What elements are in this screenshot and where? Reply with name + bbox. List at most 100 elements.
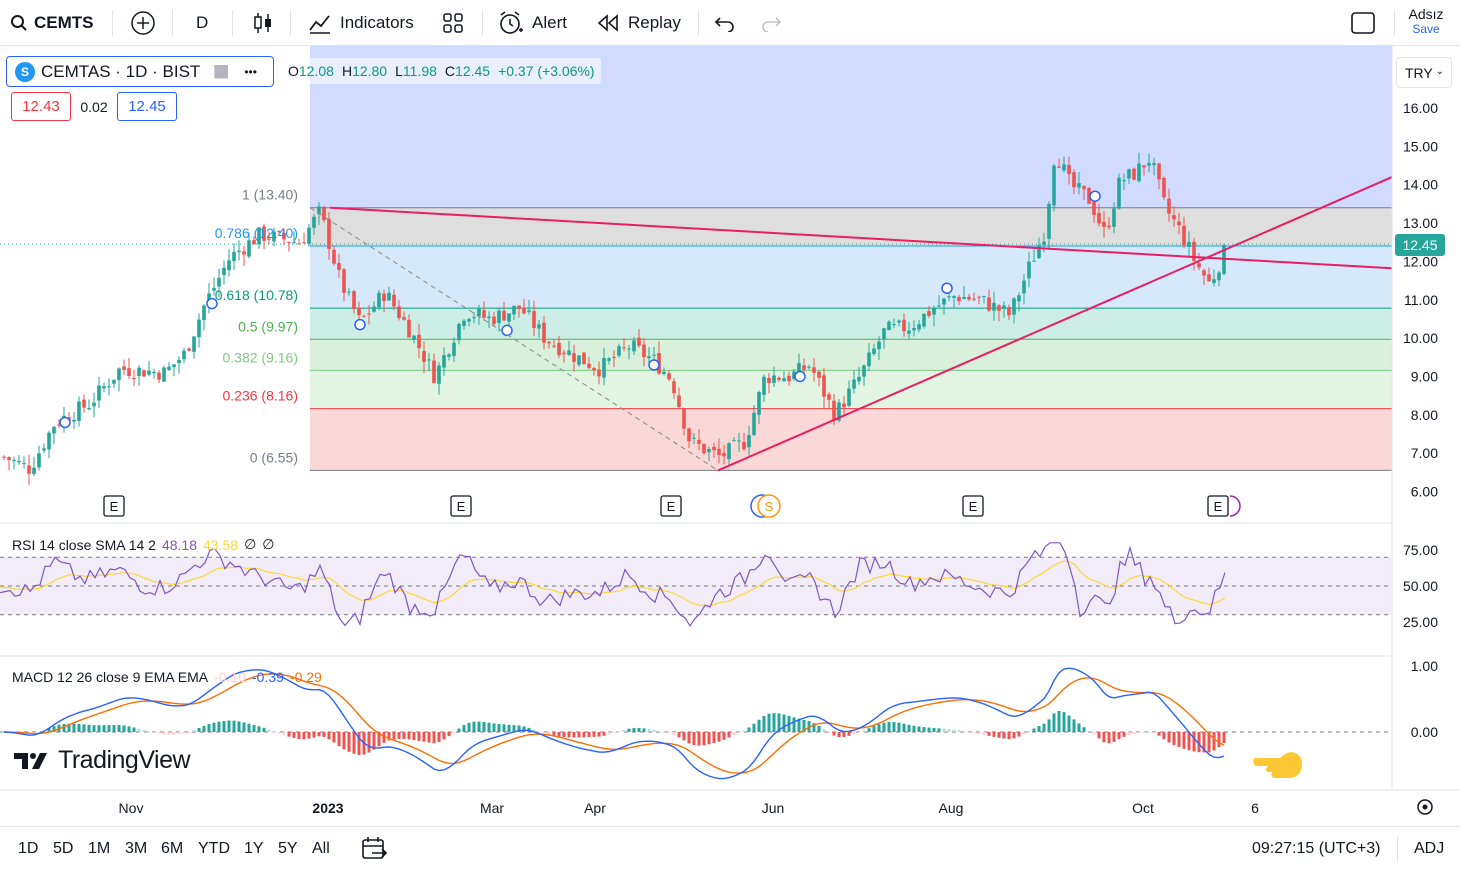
candle-body [1102,221,1106,227]
candle-body [252,240,256,245]
high-label: H [341,63,353,79]
candle-body [877,341,881,350]
candle-body [287,242,291,244]
candle-body [202,305,206,321]
macd-histogram-bar [697,732,701,746]
macd-histogram-bar [1142,732,1146,733]
candle-body [422,351,426,362]
ask-price[interactable]: 12.45 [117,92,177,121]
adj-button[interactable]: ADJ [1414,827,1444,871]
candle-body [1037,245,1041,259]
candle-body [1012,298,1016,315]
alert-button[interactable]: Alert [498,0,567,46]
macd-histogram-bar [987,732,991,736]
macd-histogram-bar [237,721,241,732]
macd-histogram-bar [952,729,956,732]
macd-histogram-bar [462,724,466,732]
range-button-5y[interactable]: 5Y [278,840,298,857]
candle-body [987,297,991,311]
symbol-legend[interactable]: S CEMTAS · 1D · BIST ••• [6,56,274,87]
fib-level-label: 0.5 (9.97) [238,318,298,334]
macd-histogram-bar [417,732,421,741]
range-button-1d[interactable]: 1D [18,840,39,857]
candle-body [482,310,486,318]
macd-histogram-bar [142,730,146,732]
range-button-all[interactable]: All [312,840,330,857]
candle-body [372,306,376,312]
chart-type-button[interactable] [252,0,274,46]
range-button-ytd[interactable]: YTD [198,840,230,857]
macd-histogram-bar [1122,732,1126,737]
range-button-6m[interactable]: 6M [161,840,184,857]
settings-icon[interactable] [1417,799,1433,815]
trendlines[interactable] [309,176,1393,472]
macd-histogram-bar [1112,732,1116,742]
candle-body [742,442,746,450]
bid-price[interactable]: 12.43 [11,92,71,121]
layout-button[interactable] [1350,0,1376,46]
time-axis[interactable]: Nov 2023 Mar Apr Jun Aug Oct 6 [119,799,1433,816]
macd-pane: 1.00 0.00 [0,658,1460,791]
price-axis[interactable]: 16.00 15.00 14.00 13.00 12.00 11.00 10.00 9.00 8… [1391,46,1460,826]
range-button-1m[interactable]: 1M [88,840,111,857]
events[interactable]: E E E E ES [0,494,1392,524]
currency-select[interactable]: TRY ⌄ [1396,57,1452,88]
clock[interactable]: 09:27:15 (UTC+3) [1252,827,1381,871]
earnings-marker [450,495,472,517]
tradingview-logo[interactable]: TradingView [14,746,191,775]
redo-button[interactable] [760,0,782,46]
range-button-5d[interactable]: 5D [53,840,74,857]
rsi-line [0,542,1226,628]
candle-body [642,344,646,358]
candle-body [262,226,266,241]
symbol-search-button[interactable]: CEMTS [10,0,94,46]
candle-body [387,292,391,301]
fib-level-label: 0.236 (8.16) [223,388,299,404]
candle-body [367,313,371,315]
replay-button[interactable]: Replay [596,0,681,46]
macd-histogram-bar [357,732,361,755]
price-tick: 15.00 [1403,138,1438,154]
candle-body [267,238,271,240]
macd-legend[interactable]: MACD 12 26 close 9 EMA EMA -0.10 -0.39 -… [12,669,322,685]
macd-histogram-bar [972,732,976,733]
goto-date-button[interactable] [360,827,388,871]
candle-body [322,206,326,221]
close-value: 12.45 [455,63,491,79]
rsi-legend[interactable]: RSI 14 close SMA 14 2 48.18 43.58 ∅ ∅ [12,536,274,553]
range-button-1y[interactable]: 1Y [244,840,264,857]
macd-histogram-bar [307,732,311,739]
macd-histogram-bar [712,732,716,744]
interval-button[interactable]: D [196,0,208,46]
candle-body [212,287,216,291]
chevron-down-icon: ⌄ [1435,66,1444,77]
macd-histogram-bar [122,725,126,732]
candle-body [897,320,901,323]
candle-body [47,432,51,450]
more-button[interactable]: ••• [244,64,257,79]
macd-histogram-bar [622,730,626,732]
earnings-label: E [457,499,466,514]
undo-button[interactable] [714,0,736,46]
alert-label: Alert [532,13,567,32]
templates-button[interactable] [442,0,464,46]
macd-histogram-bar [552,732,556,736]
macd-histogram-bar [322,732,326,737]
compare-button[interactable] [130,0,156,46]
candle-body [787,375,791,382]
macd-histogram-bar [542,732,546,734]
fibonacci-retracement[interactable] [0,46,1392,471]
range-button-3m[interactable]: 3M [125,840,148,857]
macd-histogram-bar [1052,713,1056,732]
macd-histogram-bar [722,732,726,740]
save-layout-button[interactable]: Adsız Save [1400,6,1452,36]
resistance-trendline [329,206,1393,270]
macd-histogram-bar [87,724,91,732]
indicators-button[interactable]: Indicators [308,0,414,46]
chart-canvas[interactable]: 1 (13.40) 0.786 (12.40) 0.618 (10.78) 0.5 (… [0,46,1460,826]
macd-histogram-bar [502,724,506,732]
macd-histogram-bar [372,732,376,750]
macd-histogram-bar [667,732,671,734]
spread-text: 0.02 [80,98,108,115]
candle-body [692,437,696,439]
